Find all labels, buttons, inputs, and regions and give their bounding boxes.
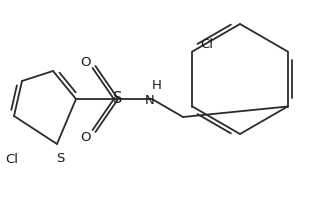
Text: O: O — [81, 131, 91, 144]
Text: S: S — [56, 152, 64, 165]
Text: H: H — [152, 79, 162, 92]
Text: O: O — [81, 55, 91, 68]
Text: S: S — [113, 91, 123, 106]
Text: Cl: Cl — [5, 153, 18, 166]
Text: Cl: Cl — [200, 38, 214, 51]
Text: N: N — [145, 94, 155, 107]
